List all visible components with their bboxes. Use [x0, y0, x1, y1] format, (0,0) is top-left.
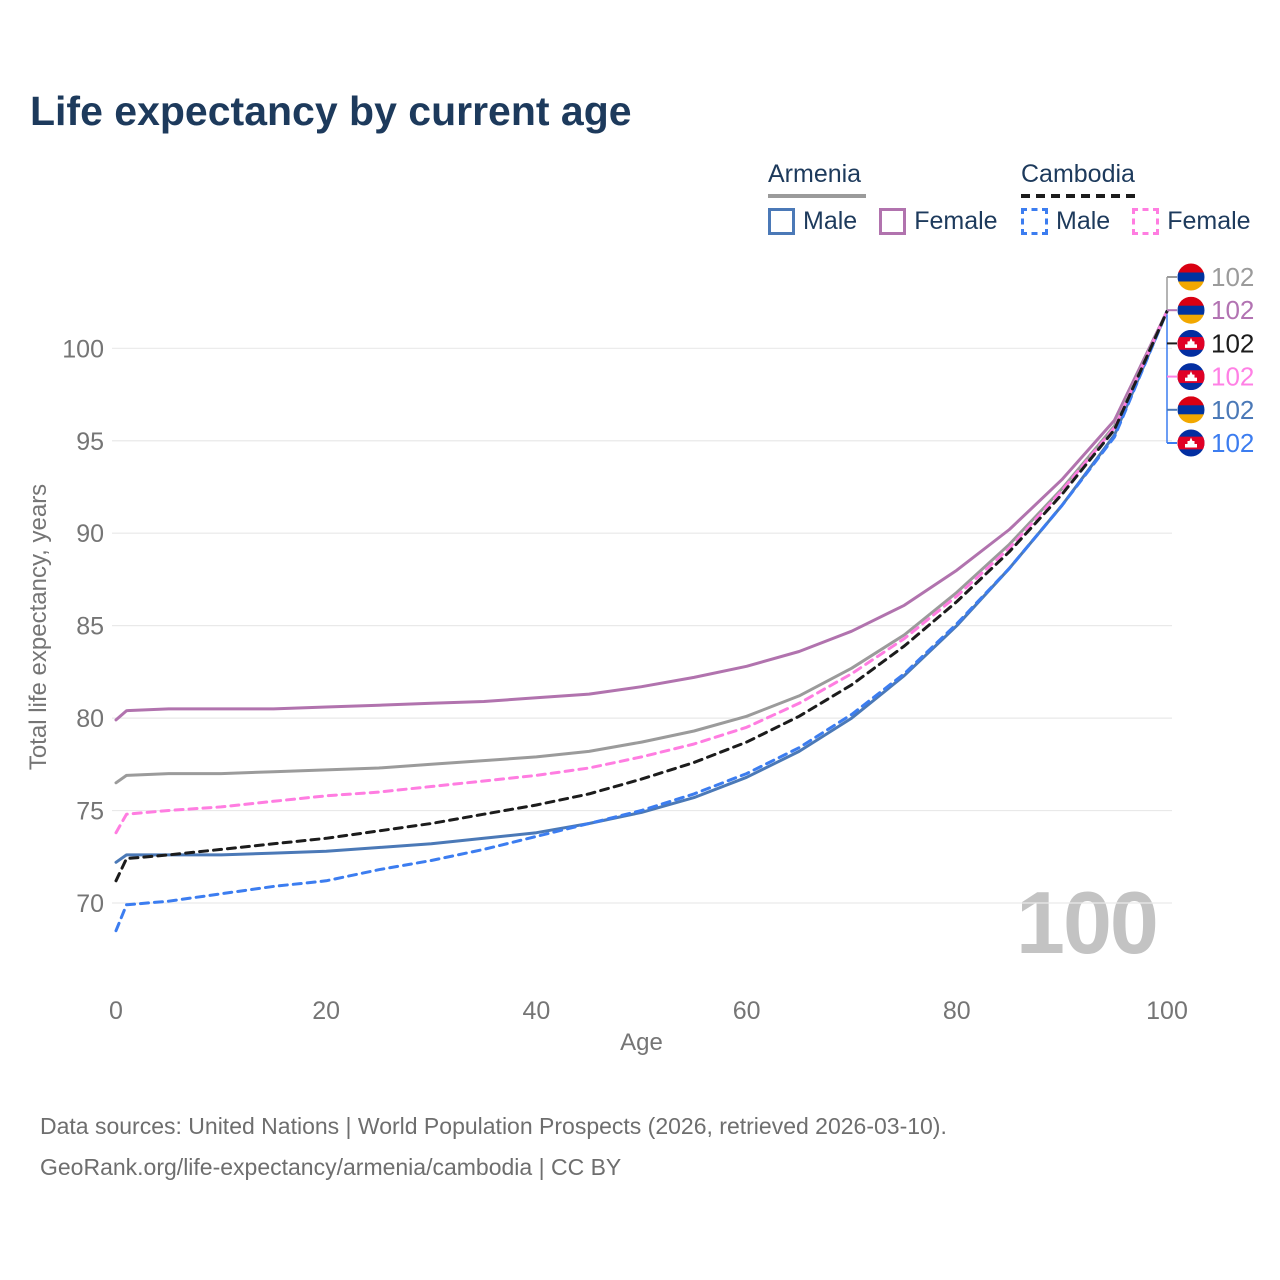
footer: Data sources: United Nations | World Pop… — [40, 1106, 947, 1188]
series-line-cambodia-female[interactable] — [114, 309, 1169, 835]
y-axis-title: Total life expectancy, years — [25, 484, 52, 770]
end-label-value: 102 — [1211, 362, 1254, 392]
armenia-male-swatch[interactable] — [768, 208, 795, 235]
flag-icon-cambodia — [1177, 429, 1205, 457]
flag-icon-armenia — [1177, 296, 1205, 324]
armenia-female-swatch[interactable] — [879, 208, 907, 235]
end-label-value: 102 — [1211, 395, 1254, 425]
age-watermark: 100 — [1016, 873, 1159, 972]
armenia-female-label[interactable]: Female — [914, 207, 998, 235]
x-tick-label: 100 — [1146, 997, 1188, 1025]
flag-icon-armenia — [1177, 263, 1205, 291]
legend-group-armenia: Armenia Male Female — [768, 160, 1012, 236]
end-label-value: 102 — [1211, 328, 1254, 358]
cambodia-linestyle-swatch — [1021, 194, 1137, 198]
series-line-armenia-female[interactable] — [114, 309, 1169, 722]
armenia-linestyle-swatch — [768, 194, 866, 198]
legend-group-cambodia: Cambodia Male Female — [1021, 160, 1265, 236]
footer-source-line: Data sources: United Nations | World Pop… — [40, 1113, 947, 1139]
series-line-cambodia-male[interactable] — [114, 309, 1169, 933]
page-title: Life expectancy by current age — [30, 88, 632, 134]
y-tick-label: 80 — [76, 705, 104, 733]
x-tick-label: 60 — [733, 997, 761, 1025]
flag-icon-cambodia — [1177, 329, 1205, 357]
y-tick-label: 90 — [76, 520, 104, 548]
cambodia-male-swatch[interactable] — [1021, 208, 1048, 235]
legend-cambodia-label[interactable]: Cambodia — [1021, 160, 1135, 188]
y-tick-label: 95 — [76, 428, 104, 456]
series-line-armenia-total[interactable] — [114, 309, 1169, 785]
x-tick-label: 0 — [109, 997, 123, 1025]
legend: Armenia Male Female Cambodia Male Female — [0, 160, 1280, 250]
x-tick-label: 80 — [943, 997, 971, 1025]
cambodia-female-label[interactable]: Female — [1167, 207, 1251, 235]
flag-icon-armenia — [1177, 396, 1205, 424]
y-tick-label: 100 — [62, 335, 104, 363]
end-label-value: 102 — [1211, 295, 1254, 325]
armenia-male-label[interactable]: Male — [803, 207, 858, 235]
y-tick-label: 85 — [76, 613, 104, 641]
end-label-value: 102 — [1211, 262, 1254, 292]
x-tick-label: 20 — [312, 997, 340, 1025]
end-label-value: 102 — [1211, 428, 1254, 458]
cambodia-female-swatch[interactable] — [1132, 208, 1160, 235]
flag-icon-cambodia — [1177, 363, 1205, 391]
series-line-cambodia-total[interactable] — [114, 309, 1169, 883]
footer-attribution-line: GeoRank.org/life-expectancy/armenia/camb… — [40, 1154, 622, 1180]
y-tick-label: 70 — [76, 890, 104, 918]
y-tick-label: 75 — [76, 798, 104, 826]
x-axis-title: Age — [620, 1029, 663, 1056]
x-tick-label: 40 — [522, 997, 550, 1025]
legend-armenia-label[interactable]: Armenia — [768, 160, 862, 188]
cambodia-male-label[interactable]: Male — [1056, 207, 1111, 235]
